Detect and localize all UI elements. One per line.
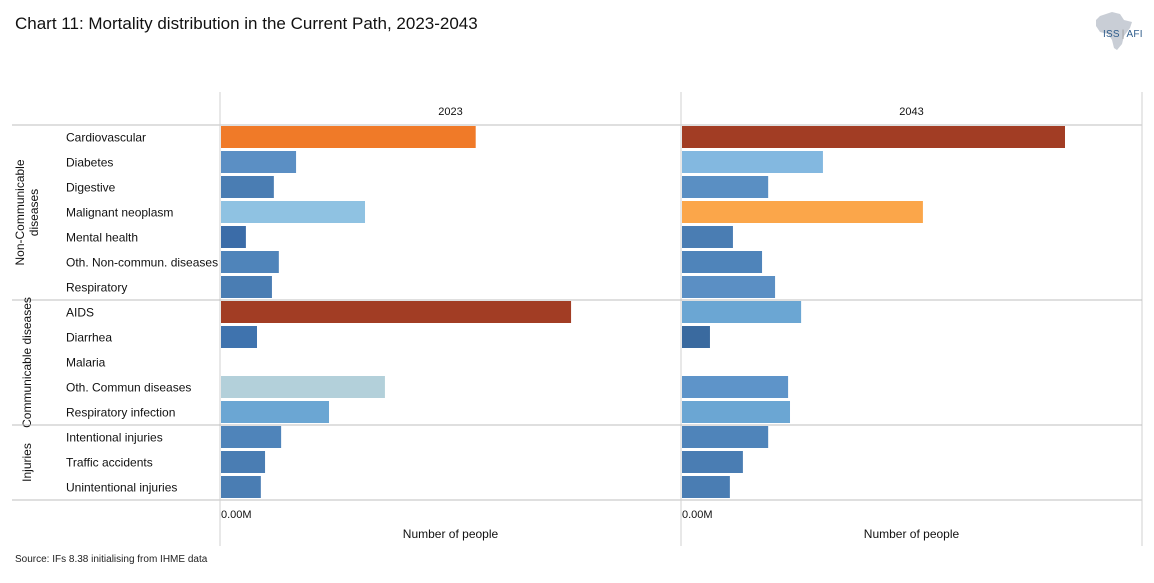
africa-map-icon <box>1096 12 1132 50</box>
x-tick-label: 0.00M <box>682 509 713 521</box>
x-tick-label: 0.00M <box>221 509 252 521</box>
bar-intentional-injuries-2023 <box>221 426 282 448</box>
bar-oth-non-commun-diseases-2043 <box>682 251 763 273</box>
bar-diarrhea-2043 <box>682 326 710 348</box>
bar-traffic-accidents-2023 <box>221 451 266 473</box>
category-label: Malaria <box>66 356 106 370</box>
category-label: Intentional injuries <box>66 431 163 445</box>
category-label: Cardiovascular <box>66 131 146 145</box>
chart-title: Chart 11: Mortality distribution in the … <box>15 14 478 33</box>
bar-diabetes-2023 <box>221 151 297 173</box>
category-label: Unintentional injuries <box>66 481 177 495</box>
bar-respiratory-2023 <box>221 276 272 298</box>
bar-unintentional-injuries-2043 <box>682 476 730 498</box>
group-label: Non-Communicablediseases <box>13 159 41 265</box>
panel-header-2023: 2023 <box>438 106 462 118</box>
bar-malignant-neoplasm-2043 <box>682 201 923 223</box>
bar-aids-2023 <box>221 301 572 323</box>
bar-oth-non-commun-diseases-2023 <box>221 251 279 273</box>
category-label: Oth. Non-commun. diseases <box>66 256 218 270</box>
category-label: Respiratory infection <box>66 406 175 420</box>
bar-respiratory-2043 <box>682 276 776 298</box>
logo-primary: ISS <box>1103 29 1120 40</box>
group-label: Communicable diseases <box>20 297 34 428</box>
category-label: Diabetes <box>66 156 113 170</box>
bar-digestive-2023 <box>221 176 274 198</box>
bar-cardiovascular-2043 <box>682 126 1065 148</box>
category-label: Respiratory <box>66 281 127 295</box>
bar-aids-2043 <box>682 301 802 323</box>
bar-respiratory-infection-2043 <box>682 401 791 423</box>
bar-mental-health-2023 <box>221 226 246 248</box>
bar-mental-health-2043 <box>682 226 733 248</box>
group-label: Injuries <box>20 443 34 482</box>
bar-diarrhea-2023 <box>221 326 258 348</box>
category-label: Mental health <box>66 231 138 245</box>
iss-afi-logo: ISS | AFI <box>1103 29 1143 40</box>
category-label: Digestive <box>66 181 116 195</box>
bar-malignant-neoplasm-2023 <box>221 201 366 223</box>
category-label: AIDS <box>66 306 94 320</box>
bar-digestive-2043 <box>682 176 769 198</box>
category-label: Oth. Commun diseases <box>66 381 191 395</box>
category-label: Diarrhea <box>66 331 112 345</box>
category-label: Malignant neoplasm <box>66 206 173 220</box>
bar-oth-commun-diseases-2023 <box>221 376 385 398</box>
bar-traffic-accidents-2043 <box>682 451 743 473</box>
panel-header-2043: 2043 <box>899 106 923 118</box>
bar-intentional-injuries-2043 <box>682 426 769 448</box>
bar-oth-commun-diseases-2043 <box>682 376 789 398</box>
source-note: Source: IFs 8.38 initialising from IHME … <box>15 554 208 565</box>
bar-respiratory-infection-2023 <box>221 401 330 423</box>
x-axis-title: Number of people <box>864 527 960 541</box>
x-axis-title: Number of people <box>403 527 499 541</box>
bar-cardiovascular-2023 <box>221 126 476 148</box>
category-label: Traffic accidents <box>66 456 153 470</box>
logo-secondary: AFI <box>1126 29 1143 40</box>
bar-unintentional-injuries-2023 <box>221 476 261 498</box>
bar-diabetes-2043 <box>682 151 823 173</box>
